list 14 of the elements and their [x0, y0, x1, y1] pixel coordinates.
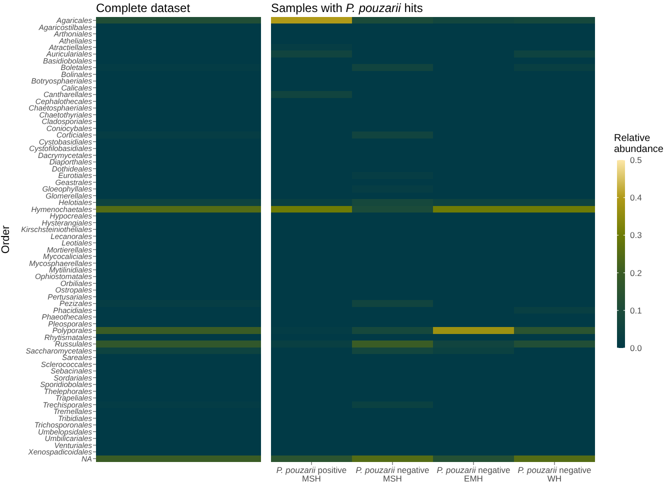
color-bar-label: 0.0 [630, 342, 642, 353]
x-tick-label: P. pouzarii negative MSH [356, 465, 430, 484]
color-bar-label: 0.3 [630, 230, 642, 240]
x-tick-label: P. pouzarii positive MSH [276, 465, 347, 484]
color-bar-label: 0.4 [630, 192, 642, 203]
color-bar-label: 0.2 [630, 268, 642, 278]
x-tick-label: P. pouzarii negative WH [518, 465, 592, 484]
y-axis-title: Order [0, 225, 12, 254]
chart-title: Complete dataset [96, 1, 191, 15]
x-tick-label: P. pouzarii negative EMH [436, 465, 511, 484]
color-bar-title: Relative abundance [614, 133, 664, 155]
color-bar-label: 0.5 [630, 154, 642, 165]
color-bar-label: 0.1 [630, 305, 642, 316]
chart-title: Samples with P. pouzarii hits [271, 1, 423, 15]
